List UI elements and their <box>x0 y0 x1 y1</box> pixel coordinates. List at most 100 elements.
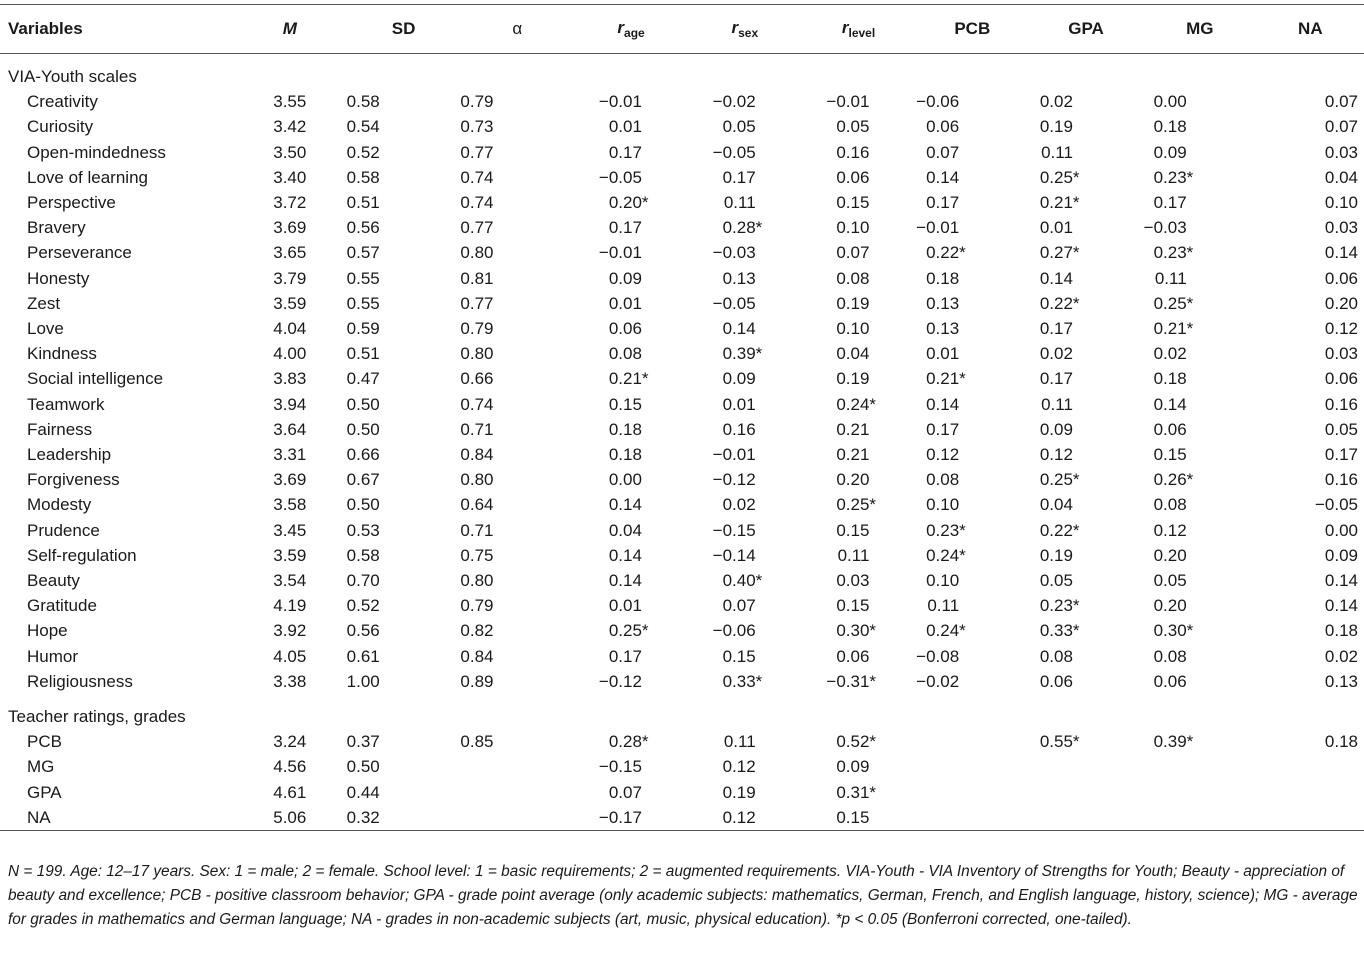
table-cell: −0.01 <box>598 92 642 112</box>
table-cell: 0.18 <box>1153 117 1187 137</box>
table-cell: 0.19 <box>1039 117 1073 137</box>
table-cell: 0.53 <box>346 520 380 540</box>
table-cell: 0.01 <box>608 293 642 313</box>
table-cell: 0.15 <box>722 646 756 666</box>
table-cell: 0.81 <box>460 268 494 288</box>
table-cell: 0.64 <box>460 495 494 515</box>
table-cell: 0.52 <box>346 142 380 162</box>
table-cell: 0.17 <box>608 646 642 666</box>
table-cell: 0.14 <box>608 495 642 515</box>
table-cell: 4.05 <box>273 646 307 666</box>
table-cell <box>915 780 1029 805</box>
row-label: Open-mindedness <box>27 142 166 162</box>
table-cell: 0.44 <box>346 782 380 802</box>
table-cell: 0.10 <box>926 571 960 591</box>
table-cell: 0.14 <box>926 394 960 414</box>
table-cell: −0.31* <box>826 671 877 691</box>
table-cell: 0.12 <box>1153 520 1187 540</box>
table-cell: 3.45 <box>273 520 307 540</box>
table-cell: 0.18 <box>608 445 642 465</box>
table-cell: 0.05 <box>1039 571 1073 591</box>
header-r-age-r: r <box>617 18 625 37</box>
table-cell: 0.15 <box>608 394 642 414</box>
table-cell: 0.84 <box>460 646 494 666</box>
table-cell: 0.05 <box>1153 571 1187 591</box>
table-cell: 0.52 <box>346 596 380 616</box>
table-cell: −0.12 <box>712 470 756 490</box>
table-cell: −0.14 <box>712 545 756 565</box>
table-cell: 0.14 <box>1324 596 1358 616</box>
table-cell: 0.74 <box>460 193 494 213</box>
table-cell <box>1143 754 1257 779</box>
table-cell: 0.03 <box>1324 344 1358 364</box>
table-row: Curiosity 3.42 0.54 0.73 0.01 0.05 0.05 0.06 0.1… <box>0 114 1364 139</box>
table-cell: 0.15 <box>836 596 870 616</box>
table-cell: 0.84 <box>460 445 494 465</box>
table-cell <box>460 754 574 779</box>
spacer-cell <box>0 694 1364 704</box>
table-cell: −0.06 <box>916 92 960 112</box>
data-table: Variables M SD α rage rsex rlevel PCB GP… <box>0 4 1364 832</box>
table-cell: 0.77 <box>460 293 494 313</box>
row-label: Leadership <box>27 445 112 465</box>
header-na: NA <box>1256 4 1364 54</box>
table-cell: 3.69 <box>273 470 307 490</box>
row-label: Hope <box>27 621 68 641</box>
header-pcb: PCB <box>915 4 1030 54</box>
row-label: Curiosity <box>27 117 94 137</box>
table-cell: 0.59 <box>346 319 380 339</box>
row-label: Self-regulation <box>27 545 137 565</box>
table-cell: 0.71 <box>460 520 494 540</box>
table-cell: −0.05 <box>598 167 642 187</box>
table-cell: 0.57 <box>346 243 380 263</box>
table-cell: 4.19 <box>273 596 307 616</box>
table-row: Honesty 3.79 0.55 0.81 0.09 0.13 0.08 0.18 0.14 0… <box>0 266 1364 291</box>
table-cell: −0.01 <box>916 218 960 238</box>
table-cell: −0.17 <box>574 804 688 832</box>
table-cell: 0.31* <box>836 782 877 802</box>
table-row: Leadership 3.31 0.66 0.84 0.18 −0.01 0.21 0.12 0… <box>0 442 1364 467</box>
table-cell: 3.50 <box>273 142 307 162</box>
table-cell: 0.02 <box>1153 344 1187 364</box>
table-cell <box>1256 804 1364 832</box>
table-cell <box>1142 804 1257 832</box>
table-cell: 0.20 <box>1153 596 1187 616</box>
table-cell: −0.15 <box>712 520 756 540</box>
section-title: VIA-Youth scales <box>8 67 137 86</box>
header-m-label: M <box>282 19 297 38</box>
table-cell: −0.05 <box>1314 495 1358 515</box>
table-cell: 0.02 <box>1324 646 1358 666</box>
table-row: MG 4.56 0.50 −0.15 0.12 0.09 <box>0 754 1364 779</box>
table-cell: 0.12 <box>1324 319 1358 339</box>
table-row: Beauty 3.54 0.70 0.80 0.14 0.40* 0.03 0.10 0.05 0… <box>0 568 1364 593</box>
table-cell: −0.01 <box>712 445 756 465</box>
table-cell: 0.24* <box>926 621 966 641</box>
table-cell: 0.04 <box>608 520 642 540</box>
table-cell: 0.14 <box>1039 268 1073 288</box>
section-title: Teacher ratings, grades <box>8 707 186 727</box>
table-cell: 0.25* <box>608 621 649 641</box>
row-label: Forgiveness <box>27 470 120 490</box>
table-cell <box>1029 780 1143 805</box>
table-cell: 0.00 <box>608 470 642 490</box>
header-r-sex: rsex <box>687 4 802 54</box>
table-cell: 0.18 <box>1324 621 1358 641</box>
table-cell: 0.51 <box>346 344 380 364</box>
table-cell: 0.17 <box>1324 445 1358 465</box>
header-r-age-sub: age <box>624 26 645 40</box>
table-cell: 0.82 <box>460 621 494 641</box>
table-cell <box>1143 780 1257 805</box>
table-cell: 0.06 <box>836 167 870 187</box>
table-cell: 0.15 <box>801 804 916 832</box>
table-cell: 0.21* <box>608 369 649 389</box>
table-cell: 0.07 <box>608 782 642 802</box>
table-cell: 0.15 <box>836 193 870 213</box>
table-cell: 0.80 <box>460 243 494 263</box>
table-row: Self-regulation 3.59 0.58 0.75 0.14 −0.14 0.11… <box>0 543 1364 568</box>
table-cell: 0.20* <box>608 193 649 213</box>
table-cell: 0.06 <box>1153 671 1187 691</box>
table-cell: 0.55 <box>346 268 380 288</box>
header-m: M <box>232 4 347 54</box>
table-cell: 0.17 <box>1039 369 1073 389</box>
